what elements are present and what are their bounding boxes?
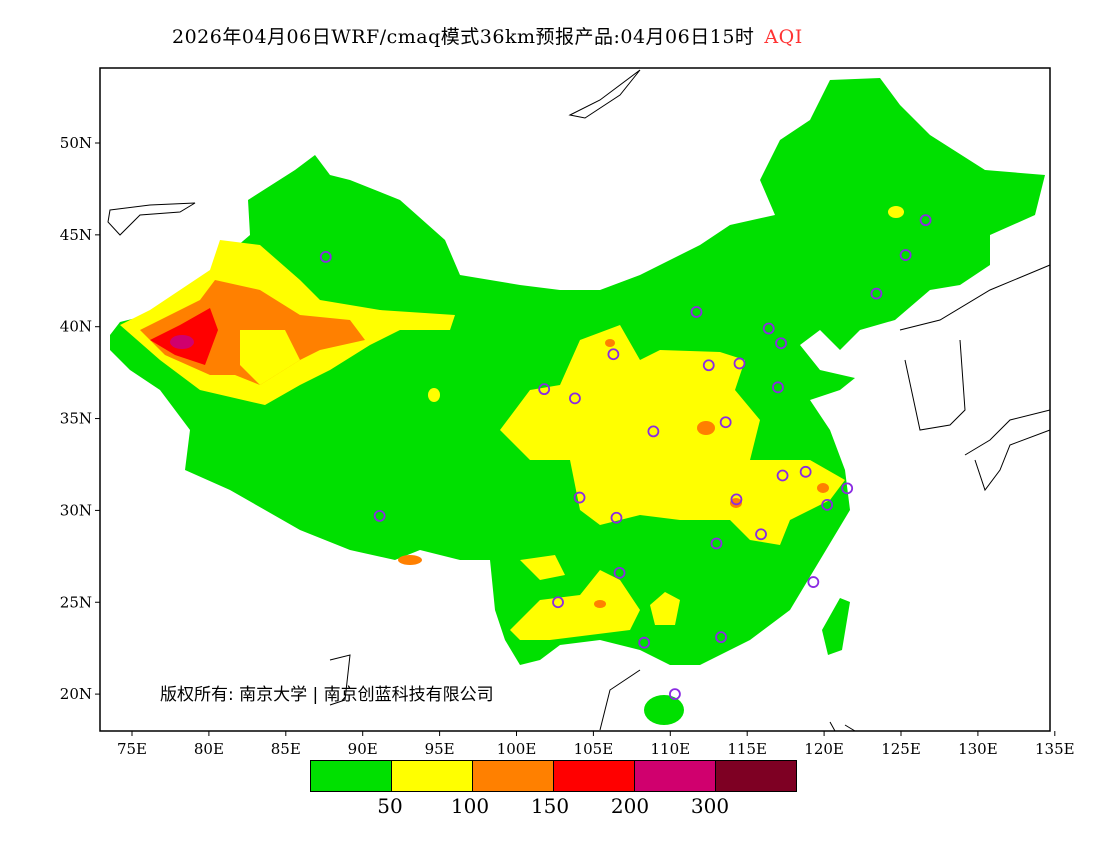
station-marker xyxy=(638,636,651,649)
lon-tick-label: 110E xyxy=(651,740,691,758)
variable-label: AQI xyxy=(764,26,803,48)
legend-swatch-very-unhealthy xyxy=(635,761,716,791)
station-marker xyxy=(870,287,883,300)
station-marker xyxy=(690,306,703,318)
lat-tick-label: 25N xyxy=(60,593,92,611)
station-marker xyxy=(569,392,581,405)
legend-swatch-unhealthy xyxy=(554,761,635,791)
lon-tick-label: 130E xyxy=(958,740,998,758)
lon-tick-label: 135E xyxy=(1035,740,1075,758)
station-marker xyxy=(775,337,787,350)
lat-tick-label: 50N xyxy=(60,134,92,152)
lat-tick-label: 40N xyxy=(60,318,92,336)
lat-tick-label: 30N xyxy=(60,501,92,519)
lon-tick-label: 75E xyxy=(117,740,147,758)
map-frame xyxy=(99,67,1051,732)
station-marker xyxy=(841,482,854,495)
station-marker xyxy=(613,566,626,579)
lon-tick-label: 105E xyxy=(574,740,614,758)
station-marker xyxy=(702,359,715,372)
station-marker xyxy=(821,498,834,511)
station-marker xyxy=(776,469,789,482)
station-marker xyxy=(807,576,820,588)
region-moderate-hole xyxy=(240,330,300,385)
station-marker xyxy=(319,250,332,263)
title-text: 2026年04月06日WRF/cmaq模式36km预报产品:04月06日15时 xyxy=(172,26,755,48)
station-marker xyxy=(772,381,784,394)
station-marker xyxy=(610,511,623,524)
legend-swatch-hazardous xyxy=(716,761,796,791)
usg-spots xyxy=(398,339,829,608)
legend-label: 300 xyxy=(690,794,730,818)
legend-label: 150 xyxy=(530,794,570,818)
station-marker xyxy=(552,596,564,609)
lon-tick-label: 80E xyxy=(194,740,224,758)
coastlines xyxy=(107,69,1051,732)
moderate-spots xyxy=(428,206,904,402)
station-marker xyxy=(730,493,743,506)
region-moderate-central xyxy=(500,325,845,545)
taiwan xyxy=(822,598,850,655)
station-marker xyxy=(710,537,723,550)
lon-tick-label: 85E xyxy=(271,740,301,758)
legend-swatch-good xyxy=(311,761,392,791)
station-marker xyxy=(669,688,681,700)
lat-tick-label: 35N xyxy=(60,410,92,428)
lat-tick-label: 20N xyxy=(60,685,92,703)
legend-label: 100 xyxy=(450,794,490,818)
station-markers xyxy=(319,214,932,700)
station-marker xyxy=(538,383,551,396)
hainan xyxy=(644,695,684,725)
legend-label: 50 xyxy=(377,794,403,818)
station-marker xyxy=(899,249,912,261)
legend-swatch-usg xyxy=(473,761,554,791)
station-marker xyxy=(373,510,386,522)
lon-tick-label: 120E xyxy=(804,740,844,758)
region-very-unhealthy xyxy=(170,335,194,349)
legend-swatch-moderate xyxy=(392,761,473,791)
lon-tick-label: 90E xyxy=(348,740,378,758)
station-marker xyxy=(919,214,932,227)
color-legend xyxy=(310,760,797,792)
map-title: 2026年04月06日WRF/cmaq模式36km预报产品:04月06日15时 A… xyxy=(172,22,803,49)
lon-tick-label: 100E xyxy=(497,740,537,758)
station-marker xyxy=(573,491,586,504)
lon-tick-label: 95E xyxy=(425,740,455,758)
region-moderate-south xyxy=(510,555,680,640)
copyright-text: 版权所有: 南京大学 | 南京创蓝科技有限公司 xyxy=(160,685,494,705)
station-marker xyxy=(607,348,620,361)
station-marker xyxy=(755,528,767,541)
station-marker xyxy=(799,465,812,478)
station-marker xyxy=(719,416,732,429)
lon-tick-label: 125E xyxy=(881,740,921,758)
axis-ticks: 75E 80E 85E 90E 95E 100E 105E 110E 115E 120E 125E 1… xyxy=(60,134,1075,758)
lat-tick-label: 45N xyxy=(60,226,92,244)
station-marker xyxy=(715,631,727,644)
station-marker xyxy=(762,322,775,335)
station-marker xyxy=(733,357,746,370)
station-marker xyxy=(647,425,660,438)
lon-tick-label: 115E xyxy=(727,740,767,758)
legend-label: 200 xyxy=(610,794,650,818)
